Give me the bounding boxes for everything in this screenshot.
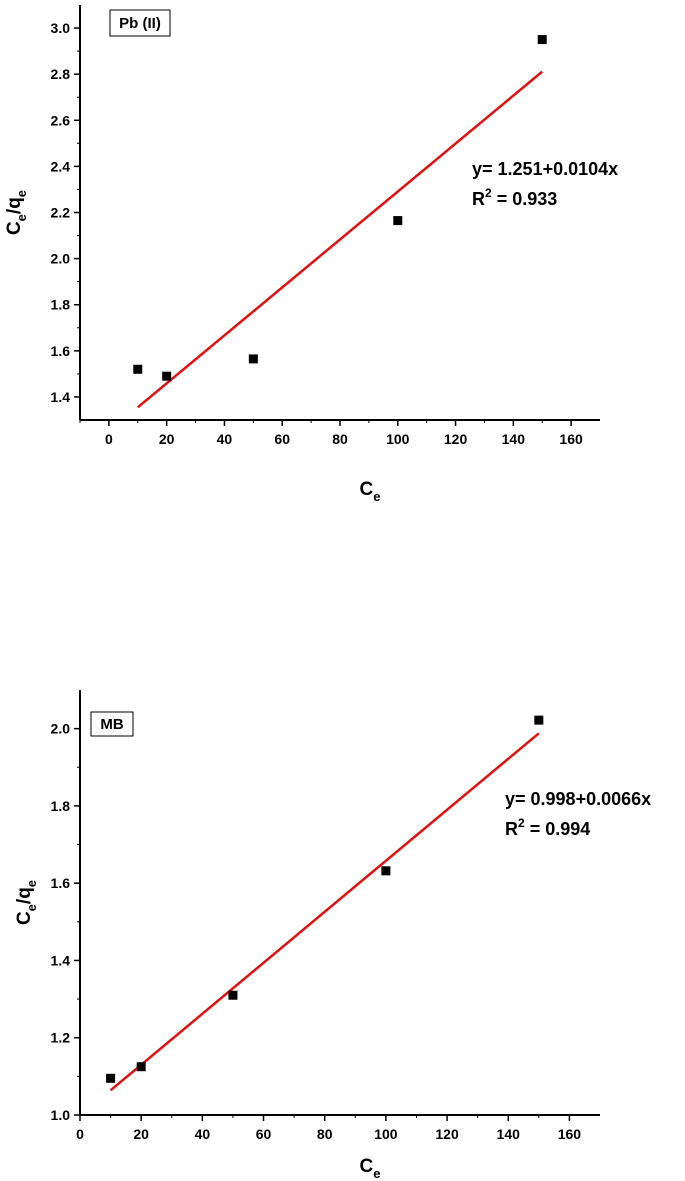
- x-tick-label: 80: [332, 431, 348, 447]
- r-squared-sup: 2: [518, 816, 525, 830]
- y-tick-label: 1.6: [51, 875, 71, 891]
- panel-label-box: [109, 9, 171, 37]
- y-tick-label: 1.0: [51, 1107, 71, 1123]
- chart-1: 0 20 40 60 80 100 120 140 160 1.0 1.2 1.4 1.6 1.8 2.0 M…: [14, 690, 651, 1181]
- r-squared: R2 = 0.994: [505, 816, 590, 839]
- x-tick-label: 20: [133, 1126, 149, 1142]
- data-point: [228, 990, 238, 1000]
- x-axis-title-main: C: [360, 1156, 374, 1177]
- fit-equation: y= 1.251+0.0104x: [472, 159, 618, 179]
- y-axis-title-sub2: e: [24, 880, 39, 887]
- y-axis-title-sub1: e: [24, 904, 39, 911]
- y-axis-title: Ce/qe: [14, 880, 39, 925]
- y-tick-label: 1.4: [51, 389, 71, 405]
- fit-line: [136, 70, 544, 409]
- x-tick-label: 40: [217, 431, 233, 447]
- x-tick-label: 100: [374, 1126, 398, 1142]
- y-axis-title-c: C: [4, 221, 25, 235]
- x-axis-title: Ce: [360, 479, 381, 504]
- x-tick-label: 160: [559, 431, 583, 447]
- x-axis-title-sub: e: [373, 1166, 380, 1181]
- panel-label: Pb (II): [119, 15, 161, 32]
- x-tick-label: 40: [195, 1126, 211, 1142]
- y-tick-label: 1.8: [51, 297, 71, 313]
- x-tick-label: 0: [105, 431, 113, 447]
- y-tick-label: 1.8: [51, 798, 71, 814]
- r-squared-sup: 2: [485, 186, 492, 200]
- x-tick-label: 140: [497, 1126, 521, 1142]
- x-tick-label: 160: [558, 1126, 582, 1142]
- panel-label-box: [90, 711, 134, 737]
- y-axis-title: Ce/qe: [4, 190, 29, 235]
- data-point: [133, 364, 143, 374]
- r-squared-value: = 0.933: [492, 189, 558, 209]
- y-tick-label: 2.0: [51, 251, 71, 267]
- data-point: [381, 866, 391, 876]
- y-tick-label: 2.0: [51, 721, 71, 737]
- x-axis-title-sub: e: [373, 489, 380, 504]
- x-tick-label: 140: [502, 431, 526, 447]
- x-axis-title: Ce: [360, 1156, 381, 1181]
- fit-equation: y= 0.998+0.0066x: [505, 789, 651, 809]
- y-tick-label: 2.4: [51, 158, 71, 174]
- data-point: [136, 1062, 146, 1072]
- data-point: [162, 371, 172, 381]
- y-axis-title-q: /q: [4, 197, 25, 214]
- data-point: [248, 354, 258, 364]
- data-point: [393, 216, 403, 226]
- x-tick-label: 120: [435, 1126, 459, 1142]
- x-tick-label: 60: [274, 431, 290, 447]
- x-tick-label: 60: [256, 1126, 272, 1142]
- y-axis-title-sub2: e: [14, 190, 29, 197]
- x-tick-label: 80: [317, 1126, 333, 1142]
- r-squared-prefix: R: [472, 189, 485, 209]
- x-tick-label: 100: [386, 431, 410, 447]
- y-axis-title-q: /q: [14, 887, 35, 904]
- data-point: [537, 35, 547, 45]
- y-tick-label: 2.2: [51, 205, 71, 221]
- y-tick-label: 3.0: [51, 20, 71, 36]
- x-axis-title-main: C: [360, 479, 374, 500]
- chart-0: 0 20 40 60 80 100 120 140 160 1.4 1.6 1.8 2.0 2.2 2.4 2…: [4, 5, 618, 504]
- y-tick-label: 1.4: [51, 952, 71, 968]
- y-tick-label: 1.2: [51, 1030, 71, 1046]
- panel-label: MB: [100, 716, 123, 733]
- y-axis-title-sub1: e: [14, 214, 29, 221]
- r-squared-value: = 0.994: [525, 819, 591, 839]
- x-tick-label: 0: [76, 1126, 84, 1142]
- fit-line: [109, 732, 540, 1092]
- data-point: [534, 715, 544, 725]
- data-point: [106, 1073, 116, 1083]
- y-tick-label: 2.6: [51, 112, 71, 128]
- y-axis-title-c: C: [14, 911, 35, 925]
- r-squared: R2 = 0.933: [472, 186, 557, 209]
- x-tick-label: 120: [444, 431, 468, 447]
- y-tick-label: 2.8: [51, 66, 71, 82]
- y-tick-label: 1.6: [51, 343, 71, 359]
- r-squared-prefix: R: [505, 819, 518, 839]
- x-tick-label: 20: [159, 431, 175, 447]
